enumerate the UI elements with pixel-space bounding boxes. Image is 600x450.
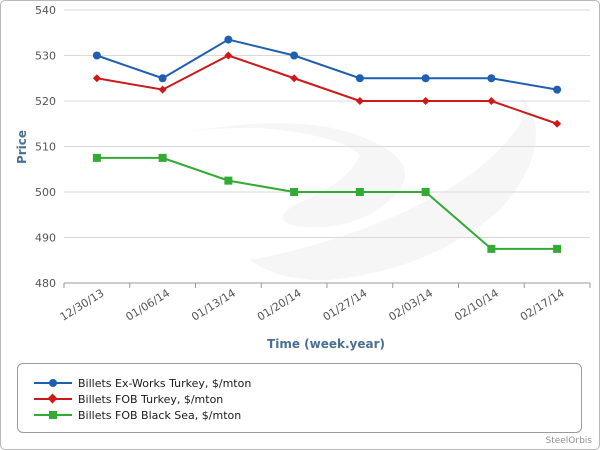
y-tick-label: 520 bbox=[35, 95, 56, 108]
series-line bbox=[96, 54, 558, 125]
x-tick-label: 12/30/13 bbox=[58, 287, 107, 324]
x-tick-label: 01/27/14 bbox=[321, 287, 370, 324]
data-point bbox=[224, 51, 233, 60]
x-tick-label: 01/06/14 bbox=[123, 287, 172, 324]
x-tick-label: 02/10/14 bbox=[452, 287, 501, 324]
data-point bbox=[553, 85, 562, 94]
legend-swatch bbox=[34, 376, 72, 390]
y-tick-label: 540 bbox=[35, 4, 56, 17]
data-point bbox=[92, 51, 101, 60]
x-tick-label: 02/17/14 bbox=[518, 287, 567, 324]
x-axis-title: Time (week.year) bbox=[267, 337, 385, 351]
legend-label: Billets FOB Black Sea, $/mton bbox=[78, 408, 242, 422]
data-point bbox=[224, 35, 233, 44]
circle-marker-icon bbox=[49, 379, 57, 387]
data-point bbox=[553, 244, 562, 253]
data-point bbox=[355, 74, 364, 83]
data-point bbox=[290, 51, 299, 60]
legend-swatch bbox=[34, 392, 72, 406]
legend-label: Billets Ex-Works Turkey, $/mton bbox=[78, 376, 252, 390]
x-tick-label: 02/03/14 bbox=[386, 287, 435, 324]
data-point bbox=[487, 97, 496, 105]
data-point bbox=[421, 188, 430, 196]
series-line bbox=[96, 38, 558, 91]
x-tick-label: 01/20/14 bbox=[255, 287, 304, 324]
watermark-swoosh bbox=[170, 95, 536, 281]
legend-swatch bbox=[34, 408, 72, 422]
data-point bbox=[487, 74, 496, 83]
data-point bbox=[158, 85, 167, 94]
legend-item-fob-black-sea[interactable]: Billets FOB Black Sea, $/mton bbox=[34, 407, 241, 423]
y-tick-label: 510 bbox=[35, 141, 56, 154]
series-line bbox=[96, 156, 558, 250]
x-tick-label: 01/13/14 bbox=[189, 287, 238, 324]
data-point bbox=[421, 97, 430, 105]
y-axis-title: Price bbox=[15, 130, 29, 164]
legend: Billets Ex-Works Turkey, $/mton Billets … bbox=[17, 363, 582, 433]
legend-label: Billets FOB Turkey, $/mton bbox=[78, 392, 224, 406]
data-point bbox=[158, 153, 167, 162]
data-point bbox=[553, 119, 562, 128]
data-point bbox=[92, 74, 101, 83]
data-point bbox=[421, 74, 430, 83]
data-point bbox=[355, 188, 364, 196]
data-point bbox=[487, 244, 496, 253]
y-tick-label: 490 bbox=[35, 232, 56, 245]
diamond-marker-icon bbox=[47, 393, 58, 404]
credit-text[interactable]: SteelOrbis bbox=[545, 436, 592, 446]
data-point bbox=[290, 74, 299, 83]
y-tick-label: 500 bbox=[35, 186, 56, 199]
data-point bbox=[92, 153, 101, 162]
y-tick-label: 480 bbox=[35, 277, 56, 290]
legend-item-fob-turkey[interactable]: Billets FOB Turkey, $/mton bbox=[34, 391, 223, 407]
data-point bbox=[158, 74, 167, 83]
data-point bbox=[224, 176, 233, 185]
data-point bbox=[290, 188, 299, 196]
y-tick-label: 530 bbox=[35, 50, 56, 63]
legend-item-ex-works-turkey[interactable]: Billets Ex-Works Turkey, $/mton bbox=[34, 375, 251, 391]
square-marker-icon bbox=[49, 411, 57, 419]
data-point bbox=[355, 97, 364, 105]
